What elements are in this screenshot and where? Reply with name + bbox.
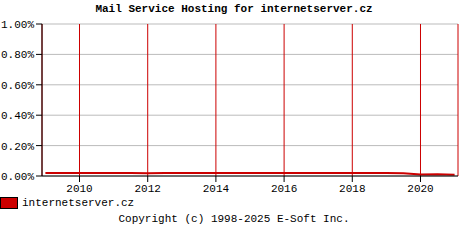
svg-text:2016: 2016 <box>271 183 297 194</box>
svg-text:0.60%: 0.60% <box>8 80 34 92</box>
svg-text:0.00%: 0.00% <box>8 171 34 183</box>
html-text:Mail Service Hosting for inter: Mail Service Hosting for internetserver.… <box>95 3 373 15</box>
svg-text:0.20%: 0.20% <box>8 141 34 153</box>
svg-text:2020: 2020 <box>407 183 433 194</box>
svg-text:2014: 2014 <box>203 183 230 194</box>
svg-text:1.00%: 1.00% <box>8 19 34 31</box>
svg-text:0.80%: 0.80% <box>8 49 34 61</box>
svg-text:2012: 2012 <box>135 183 161 194</box>
svg-text:2018: 2018 <box>339 183 365 194</box>
svg-text:2010: 2010 <box>66 183 92 194</box>
svg-text:0.40%: 0.40% <box>8 110 34 122</box>
html-text:Copyright (c) 1998-2025 E-Soft: Copyright (c) 1998-2025 E-Soft Inc. <box>118 213 350 225</box>
html-text:internetserver.cz: internetserver.cz <box>22 197 135 209</box>
